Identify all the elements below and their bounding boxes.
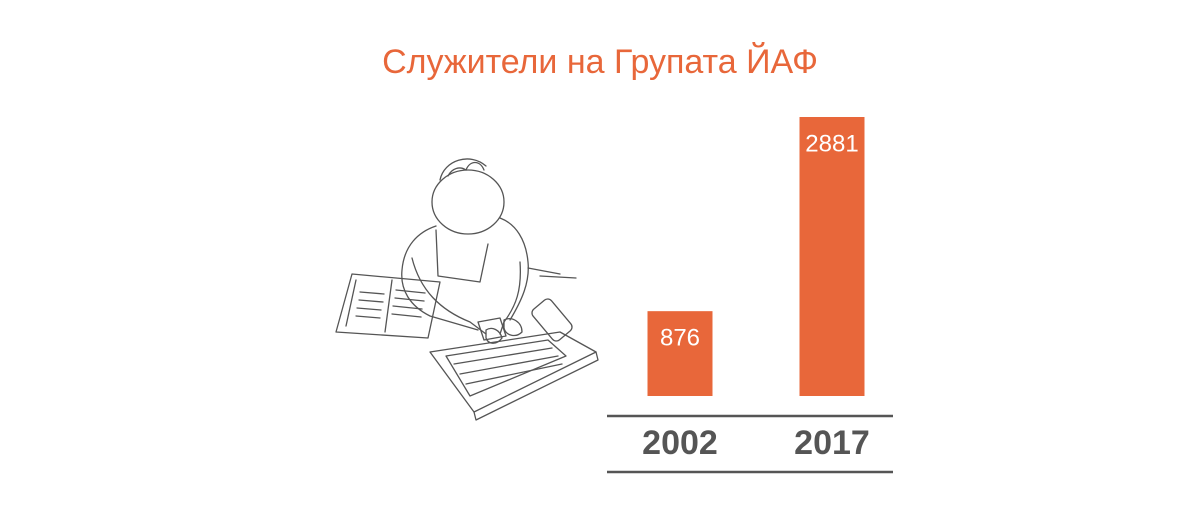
chart-title: Служители на Групата ЙАФ (382, 43, 818, 81)
x-tick-label: 2002 (642, 424, 718, 462)
value-label: 876 (660, 325, 700, 352)
x-tick-label: 2017 (794, 424, 870, 462)
bar (647, 311, 713, 396)
bar (799, 117, 865, 396)
illustration (335, 158, 599, 421)
value-label: 2881 (805, 130, 858, 157)
